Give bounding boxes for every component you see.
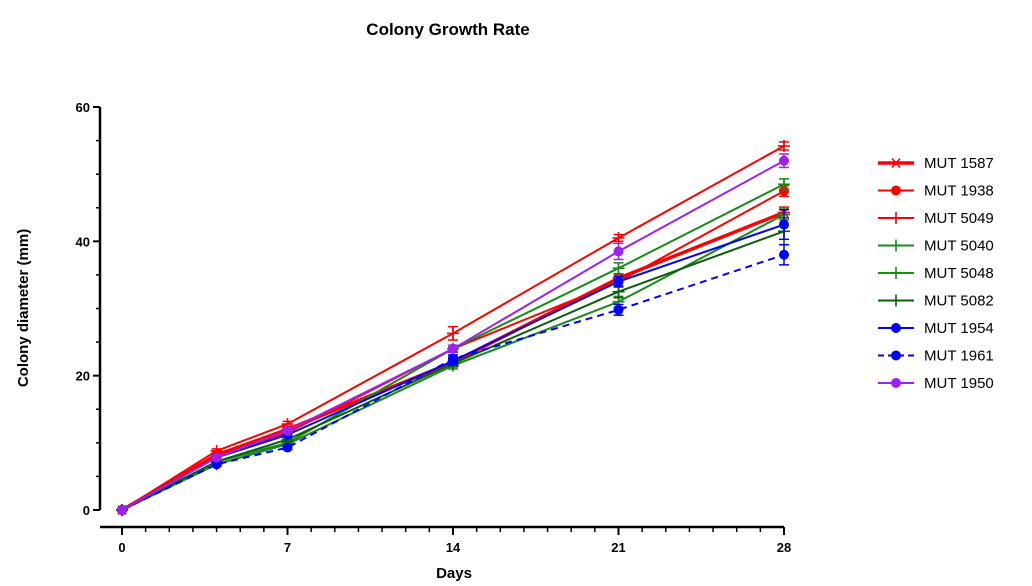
marker-circle	[891, 350, 901, 361]
legend-swatch-marker	[890, 239, 902, 252]
data-point	[613, 276, 624, 287]
series-mut-1950	[117, 153, 789, 515]
marker-ast-d2	[891, 157, 901, 169]
legend-swatch-marker	[890, 294, 902, 307]
data-point	[282, 442, 293, 453]
x-tick-label: 0	[118, 540, 125, 555]
plot-area: 0 20 40 60 0 7 14 21 28	[76, 100, 792, 555]
data-point	[612, 231, 625, 244]
x-axis-label: Days	[436, 565, 472, 581]
series-layer	[116, 139, 790, 516]
legend-label: MUT 1950	[924, 375, 994, 392]
data-point	[779, 249, 789, 260]
data-point	[778, 139, 790, 152]
series-mut-5082	[116, 217, 790, 516]
legend-swatch-marker	[891, 350, 901, 361]
series-line	[121, 230, 785, 511]
data-point	[211, 452, 222, 463]
data-point	[779, 219, 789, 230]
marker-circle	[779, 219, 789, 230]
legend-label: MUT 1954	[924, 320, 994, 337]
marker-circle	[448, 353, 458, 364]
x-tick-label: 28	[777, 540, 791, 555]
y-tick-label: 40	[76, 234, 90, 249]
x-tick-label: 21	[611, 540, 625, 555]
y-tick-label: 20	[76, 369, 90, 384]
legend-swatch-marker	[891, 323, 901, 333]
marker-circle	[448, 343, 458, 354]
legend-swatch-marker	[891, 185, 901, 196]
marker-circle	[117, 505, 127, 515]
marker-circle	[211, 452, 222, 463]
legend-label: MUT 5049	[924, 210, 994, 227]
legend-item: MUT 1961	[878, 348, 994, 365]
legend-item: MUT 1587	[878, 155, 994, 172]
data-point	[117, 505, 127, 515]
data-point	[778, 178, 790, 191]
legend-item: MUT 1938	[878, 183, 994, 200]
legend-swatch-marker	[890, 157, 902, 169]
marker-circle	[891, 323, 901, 333]
data-point	[447, 327, 459, 340]
legend-item: MUT 5048	[878, 265, 994, 282]
data-point	[448, 343, 458, 354]
y-tick-label: 0	[83, 503, 90, 518]
legend-item: MUT 1954	[878, 320, 994, 337]
marker-circle	[891, 378, 901, 388]
chart-title: Colony Growth Rate	[366, 20, 529, 39]
marker-circle	[282, 425, 293, 436]
legend-label: MUT 5082	[924, 293, 994, 310]
marker-circle	[613, 246, 624, 257]
data-point	[613, 304, 624, 315]
data-point	[613, 246, 624, 257]
data-point	[779, 155, 789, 166]
legend-label: MUT 1938	[924, 183, 994, 200]
legend-label: MUT 5048	[924, 265, 994, 282]
legend-swatch-marker	[890, 267, 902, 279]
data-point	[448, 353, 458, 364]
legend-label: MUT 1961	[924, 348, 994, 365]
series-mut-1961	[117, 243, 789, 515]
data-point	[282, 425, 293, 436]
marker-circle	[613, 304, 624, 315]
legend-item: MUT 1950	[878, 375, 994, 392]
marker-circle	[779, 249, 789, 260]
marker-circle	[613, 276, 624, 287]
y-axis-label: Colony diameter (mm)	[15, 229, 32, 387]
legend-label: MUT 5040	[924, 238, 994, 255]
y-tick-label: 60	[76, 100, 90, 115]
legend-label: MUT 1587	[924, 155, 994, 172]
marker-circle	[282, 442, 293, 453]
marker-circle	[779, 155, 789, 166]
legend-item: MUT 5040	[878, 238, 994, 255]
ticks-layer: 0 20 40 60 0 7 14 21 28	[76, 100, 792, 555]
legend-swatch-marker	[890, 212, 902, 224]
legend: MUT 1587 MUT 1938 MUT 5049 MUT 5040 MUT 5048…	[878, 155, 994, 392]
x-tick-label: 14	[446, 540, 461, 555]
x-tick-label: 7	[284, 540, 291, 555]
series-line	[121, 159, 785, 511]
series-line	[121, 145, 785, 511]
legend-item: MUT 5082	[878, 293, 994, 310]
data-point	[612, 262, 625, 275]
legend-item: MUT 5049	[878, 210, 994, 227]
marker-circle	[891, 185, 901, 196]
series-line	[121, 253, 785, 511]
legend-swatch-marker	[891, 378, 901, 388]
